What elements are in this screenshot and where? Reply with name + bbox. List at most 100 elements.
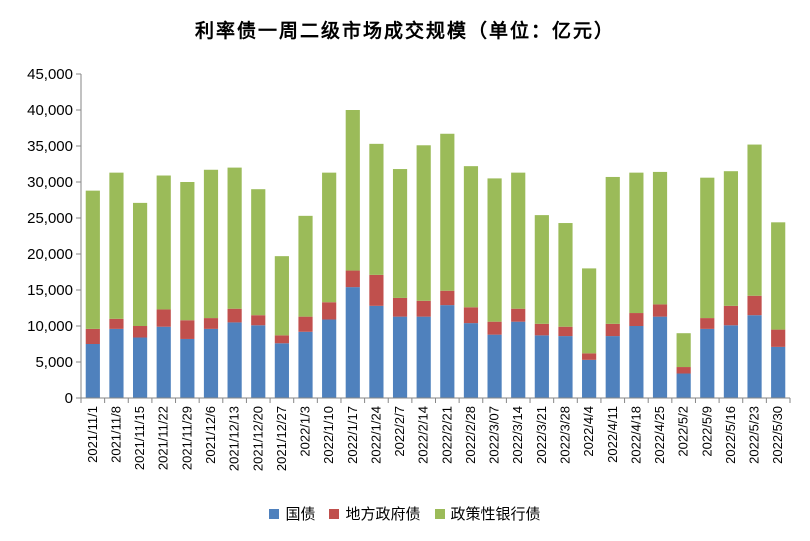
bar-segment-local-gov	[558, 326, 573, 337]
legend-label-local-gov: 地方政府债	[345, 505, 421, 523]
bar-segment-local-gov	[109, 318, 124, 329]
x-tick-label: 2021/12/20	[250, 406, 265, 471]
y-tick-label: 0	[65, 390, 73, 407]
bar-segment-local-gov	[700, 318, 715, 329]
bar-segment-guozhai	[652, 316, 668, 398]
bar-segment-policy-bank	[511, 172, 526, 309]
x-tick-label: 2022/4/18	[628, 406, 643, 464]
legend-label-policy-bank: 政策性银行债	[450, 505, 541, 523]
y-tick-label: 35,000	[27, 138, 73, 155]
bar-segment-policy-bank	[534, 215, 549, 324]
bar-segment-local-gov	[203, 318, 219, 329]
x-tick-label: 2021/11/22	[156, 406, 171, 470]
bar-segment-guozhai	[676, 373, 691, 398]
chart-title: 利率债一周二级市场成交规模（单位：亿元）	[194, 20, 615, 42]
bar-segment-guozhai	[463, 323, 479, 398]
bar-segment-policy-bank	[440, 133, 455, 291]
bar-segment-policy-bank	[747, 144, 762, 296]
bar-segment-policy-bank	[558, 223, 573, 327]
bar-segment-policy-bank	[132, 202, 148, 326]
bar-segment-policy-bank	[227, 167, 242, 309]
bar-segment-local-gov	[251, 315, 266, 326]
bar-segment-local-gov	[369, 274, 384, 306]
bar-segment-guozhai	[132, 337, 148, 398]
x-tick-label: 2022/4/4	[581, 406, 596, 457]
bar-segment-local-gov	[676, 367, 691, 374]
bar-segment-guozhai	[771, 346, 786, 398]
bar-segment-local-gov	[156, 309, 171, 327]
bar-segment-local-gov	[180, 320, 195, 339]
x-tick-label: 2022/3/21	[534, 406, 549, 464]
bar-segment-guozhai	[109, 328, 124, 398]
bar-segment-guozhai	[203, 328, 219, 398]
bar-segment-guozhai	[369, 305, 384, 398]
bar-segment-local-gov	[605, 323, 620, 337]
bar-segment-policy-bank	[345, 110, 360, 271]
bar-segment-guozhai	[747, 315, 762, 398]
x-tick-label: 2022/2/28	[463, 406, 478, 464]
x-tick-label: 2021/12/13	[227, 406, 242, 471]
bar-segment-guozhai	[251, 325, 266, 398]
bar-segment-guozhai	[322, 319, 337, 398]
bar-segment-policy-bank	[676, 333, 691, 368]
bar-segment-policy-bank	[700, 177, 715, 319]
bar-segment-local-gov	[582, 353, 597, 360]
legend-item-local-gov: 地方政府债	[329, 503, 421, 524]
x-tick-label: 2022/1/24	[368, 406, 383, 464]
x-tick-label: 2022/5/23	[747, 406, 762, 464]
bar-segment-guozhai	[392, 316, 408, 398]
bar-segment-policy-bank	[487, 178, 502, 322]
bar-segment-local-gov	[227, 308, 242, 323]
x-tick-label: 2022/5/2	[676, 406, 691, 457]
y-tick-label: 10,000	[27, 318, 73, 335]
y-tick-label: 15,000	[27, 282, 73, 299]
bar-segment-local-gov	[747, 295, 762, 316]
bar-segment-policy-bank	[322, 172, 337, 303]
legend-swatch-local-gov	[329, 508, 340, 519]
bar-segment-policy-bank	[652, 171, 668, 305]
bar-segment-local-gov	[132, 326, 148, 338]
bar-segment-guozhai	[180, 338, 195, 398]
x-tick-label: 2022/1/17	[345, 406, 360, 464]
bar-segment-guozhai	[511, 321, 526, 398]
y-tick-label: 20,000	[27, 246, 73, 263]
x-tick-label: 2021/12/27	[274, 406, 289, 471]
bar-segment-local-gov	[85, 328, 100, 344]
bar-segment-local-gov	[723, 305, 739, 326]
bar-segment-local-gov	[345, 270, 360, 288]
bar-segment-guozhai	[700, 328, 715, 398]
bar-segment-policy-bank	[203, 169, 219, 319]
x-tick-label: 2022/3/07	[487, 406, 502, 464]
x-tick-label: 2022/2/21	[439, 406, 454, 464]
bar-segment-policy-bank	[771, 222, 786, 330]
bar-segment-guozhai	[605, 336, 620, 398]
bar-segment-policy-bank	[582, 268, 597, 354]
bar-segment-policy-bank	[605, 176, 620, 324]
bar-segment-guozhai	[274, 343, 289, 398]
bar-segment-guozhai	[227, 322, 242, 398]
y-tick-label: 45,000	[27, 66, 73, 83]
bar-segment-policy-bank	[156, 175, 171, 310]
bar-segment-policy-bank	[109, 172, 124, 319]
bar-segment-guozhai	[582, 359, 597, 398]
bar-segment-local-gov	[322, 302, 337, 320]
bar-segment-local-gov	[440, 290, 455, 306]
legend: 国债 地方政府债 政策性银行债	[0, 503, 810, 524]
bar-segment-guozhai	[156, 326, 171, 398]
bar-segment-local-gov	[652, 304, 668, 317]
x-tick-label: 2022/2/14	[416, 406, 431, 464]
x-tick-label: 2021/12/6	[203, 406, 218, 464]
x-tick-label: 2022/2/7	[392, 406, 407, 457]
bar-segment-guozhai	[629, 326, 644, 398]
bar-segment-local-gov	[463, 307, 479, 324]
bar-segment-policy-bank	[369, 143, 384, 275]
bar-segment-local-gov	[629, 313, 644, 326]
bar-segment-guozhai	[487, 334, 502, 398]
bar-segment-guozhai	[558, 336, 573, 398]
bar-segment-policy-bank	[274, 256, 289, 336]
x-tick-label: 2022/4/25	[652, 406, 667, 464]
bar-segment-policy-bank	[416, 145, 431, 301]
bar-segment-guozhai	[723, 325, 739, 398]
